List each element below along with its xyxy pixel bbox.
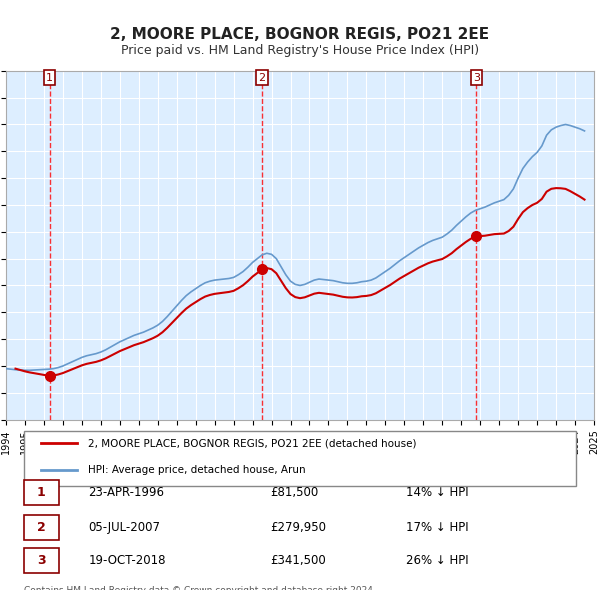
FancyBboxPatch shape — [23, 480, 59, 505]
Text: 2, MOORE PLACE, BOGNOR REGIS, PO21 2EE (detached house): 2, MOORE PLACE, BOGNOR REGIS, PO21 2EE (… — [88, 438, 417, 448]
Text: 3: 3 — [37, 554, 46, 567]
Text: Price paid vs. HM Land Registry's House Price Index (HPI): Price paid vs. HM Land Registry's House … — [121, 44, 479, 57]
Text: £81,500: £81,500 — [271, 486, 319, 499]
Text: 2: 2 — [259, 73, 266, 83]
FancyBboxPatch shape — [23, 431, 577, 486]
Text: 2: 2 — [37, 521, 46, 534]
Text: 23-APR-1996: 23-APR-1996 — [88, 486, 164, 499]
FancyBboxPatch shape — [23, 514, 59, 540]
FancyBboxPatch shape — [23, 548, 59, 573]
Text: 17% ↓ HPI: 17% ↓ HPI — [406, 521, 469, 534]
Text: 19-OCT-2018: 19-OCT-2018 — [88, 554, 166, 567]
Text: HPI: Average price, detached house, Arun: HPI: Average price, detached house, Arun — [88, 466, 306, 476]
Text: 3: 3 — [473, 73, 480, 83]
Text: 05-JUL-2007: 05-JUL-2007 — [88, 521, 160, 534]
Text: 1: 1 — [37, 486, 46, 499]
Text: 14% ↓ HPI: 14% ↓ HPI — [406, 486, 469, 499]
Text: 26% ↓ HPI: 26% ↓ HPI — [406, 554, 469, 567]
Text: 2, MOORE PLACE, BOGNOR REGIS, PO21 2EE: 2, MOORE PLACE, BOGNOR REGIS, PO21 2EE — [110, 27, 490, 41]
Text: £341,500: £341,500 — [271, 554, 326, 567]
Text: Contains HM Land Registry data © Crown copyright and database right 2024.: Contains HM Land Registry data © Crown c… — [23, 586, 376, 590]
Text: 1: 1 — [46, 73, 53, 83]
Text: £279,950: £279,950 — [271, 521, 326, 534]
